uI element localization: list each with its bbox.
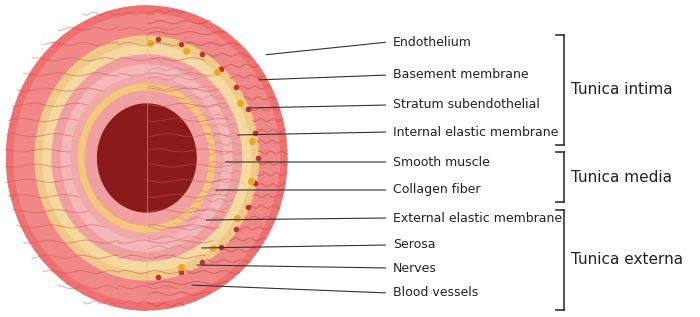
Text: Blood vessels: Blood vessels bbox=[393, 287, 478, 300]
Ellipse shape bbox=[85, 91, 209, 225]
Text: Nerves: Nerves bbox=[393, 262, 437, 275]
Polygon shape bbox=[71, 76, 147, 240]
Ellipse shape bbox=[71, 76, 223, 240]
Polygon shape bbox=[97, 104, 147, 212]
Polygon shape bbox=[62, 65, 147, 251]
Ellipse shape bbox=[43, 45, 251, 271]
Polygon shape bbox=[52, 55, 147, 261]
Ellipse shape bbox=[35, 36, 258, 280]
Polygon shape bbox=[85, 91, 147, 225]
Polygon shape bbox=[6, 6, 147, 310]
Ellipse shape bbox=[52, 55, 241, 261]
Text: Internal elastic membrane: Internal elastic membrane bbox=[393, 126, 559, 139]
Text: Endothelium: Endothelium bbox=[393, 36, 472, 49]
Polygon shape bbox=[43, 45, 147, 271]
Ellipse shape bbox=[62, 65, 232, 251]
Text: Tunica intima: Tunica intima bbox=[571, 82, 673, 98]
Text: Tunica media: Tunica media bbox=[571, 170, 672, 184]
Ellipse shape bbox=[78, 84, 215, 232]
Polygon shape bbox=[78, 84, 147, 232]
Text: Collagen fiber: Collagen fiber bbox=[393, 184, 481, 197]
Text: Stratum subendothelial: Stratum subendothelial bbox=[393, 99, 540, 112]
Text: Serosa: Serosa bbox=[393, 238, 435, 251]
Text: External elastic membrane: External elastic membrane bbox=[393, 211, 562, 224]
Polygon shape bbox=[14, 14, 147, 302]
Polygon shape bbox=[35, 36, 147, 280]
Text: Basement membrane: Basement membrane bbox=[393, 68, 528, 81]
Ellipse shape bbox=[6, 6, 287, 310]
Ellipse shape bbox=[14, 14, 279, 302]
Text: Smooth muscle: Smooth muscle bbox=[393, 156, 490, 169]
Ellipse shape bbox=[97, 104, 196, 212]
Text: Tunica externa: Tunica externa bbox=[571, 253, 683, 268]
